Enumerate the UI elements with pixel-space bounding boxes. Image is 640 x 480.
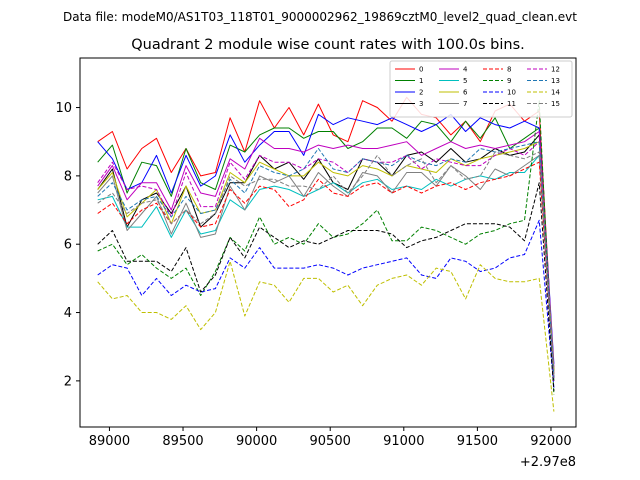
series-line-8: [97, 161, 555, 378]
y-tick-label: 10: [55, 101, 72, 116]
figure-suptitle: Data file: modeM0/AS1T03_118T01_90000029…: [63, 10, 577, 24]
x-axis-offset-label: +2.97e8: [520, 455, 576, 470]
legend-box: [389, 60, 573, 118]
series-line-4: [97, 131, 555, 368]
legend-label-4: 4: [463, 66, 468, 74]
series-line-3: [97, 134, 555, 371]
series-group: [97, 96, 555, 412]
legend-label-3: 3: [419, 100, 423, 108]
series-line-14: [97, 260, 555, 412]
legend-label-12: 12: [551, 66, 560, 74]
series-line-12: [97, 141, 555, 381]
series-line-1: [97, 117, 555, 381]
series-line-13: [97, 141, 555, 378]
series-line-6: [97, 141, 555, 371]
legend-label-14: 14: [551, 89, 560, 97]
series-line-11: [97, 182, 555, 392]
legend-label-10: 10: [507, 89, 516, 97]
y-tick-label: 4: [64, 306, 72, 321]
x-tick-label: 90500: [310, 434, 351, 449]
legend-label-1: 1: [419, 77, 423, 85]
legend-label-9: 9: [507, 77, 511, 85]
legend-label-2: 2: [419, 89, 423, 97]
x-tick-label: 89500: [162, 434, 203, 449]
y-tick-label: 8: [64, 169, 72, 184]
legend-label-0: 0: [419, 66, 423, 74]
x-tick-label: 92000: [530, 434, 571, 449]
y-tick-label: 6: [64, 238, 72, 253]
series-line-2: [97, 113, 555, 364]
plot-frame: [79, 57, 577, 428]
series-line-9: [97, 100, 555, 395]
x-tick-label: 90000: [236, 434, 277, 449]
legend-label-5: 5: [463, 77, 467, 85]
series-line-7: [97, 154, 555, 375]
series-line-15: [97, 151, 555, 378]
x-tick-label: 91500: [457, 434, 498, 449]
legend-label-8: 8: [507, 66, 511, 74]
legend-label-11: 11: [507, 100, 516, 108]
x-tick-label: 91000: [383, 434, 424, 449]
chart-title: Quadrant 2 module wise count rates with …: [131, 37, 525, 53]
x-tick-label: 89000: [89, 434, 130, 449]
legend-label-7: 7: [463, 100, 467, 108]
legend-label-13: 13: [551, 77, 560, 85]
series-line-0: [97, 96, 555, 375]
y-tick-label: 2: [64, 374, 72, 389]
series-line-10: [97, 219, 555, 388]
legend-label-15: 15: [551, 100, 560, 108]
legend-label-6: 6: [463, 89, 468, 97]
